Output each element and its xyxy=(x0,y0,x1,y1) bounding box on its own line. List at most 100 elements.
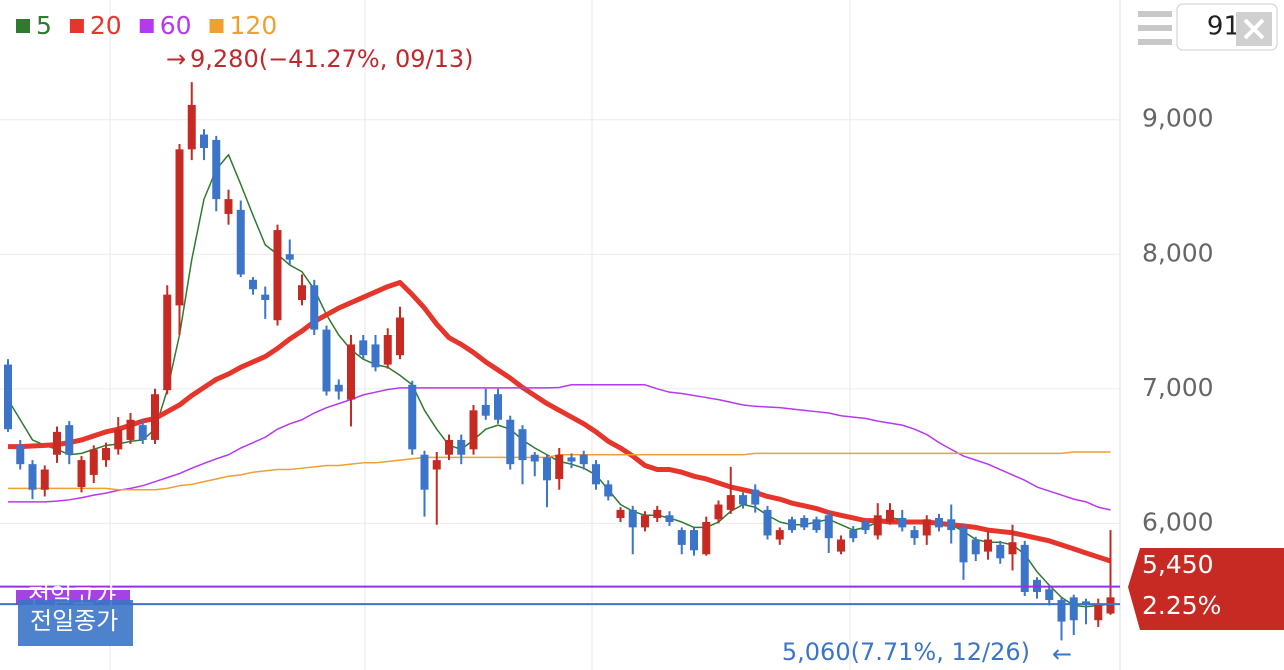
candle-body xyxy=(1057,600,1066,622)
candle-body xyxy=(518,429,527,461)
candle-body xyxy=(1094,604,1103,621)
candle-body xyxy=(126,419,135,440)
candle-body xyxy=(653,509,662,518)
candle-body xyxy=(702,522,711,555)
candle-body xyxy=(996,544,1005,559)
reference-label-bg xyxy=(18,600,133,646)
candle-body xyxy=(163,294,172,391)
low-arrow: ← xyxy=(1052,640,1072,668)
candle-body xyxy=(420,454,429,490)
vertical-grid xyxy=(109,0,1121,670)
candle-body xyxy=(212,139,221,200)
candle-body xyxy=(432,460,441,470)
candle-body xyxy=(89,449,98,475)
candle-body xyxy=(138,425,147,440)
candle-body xyxy=(726,495,735,510)
candles xyxy=(4,82,1115,641)
candle-body xyxy=(151,394,159,440)
legend-label: 5 xyxy=(36,11,52,40)
candle-body xyxy=(530,454,539,462)
candle-body xyxy=(800,517,809,528)
candle-body xyxy=(200,134,208,148)
candle-body xyxy=(788,519,796,531)
candle-body xyxy=(40,469,49,490)
candle-body xyxy=(445,439,453,455)
legend: 5 20 60 120 xyxy=(16,11,277,40)
y-axis: 6,000 7,000 8,000 9,000 xyxy=(1142,104,1214,537)
candle-body xyxy=(224,199,233,214)
candle-body xyxy=(65,425,74,455)
candle-body xyxy=(347,344,355,400)
candle-body xyxy=(322,329,331,392)
candle-body xyxy=(886,509,894,523)
candle-body xyxy=(616,509,625,518)
candle-body xyxy=(1106,597,1115,614)
y-tick-label: 6,000 xyxy=(1142,507,1214,536)
candle-body xyxy=(898,517,907,528)
price-box xyxy=(1128,548,1284,630)
candle-body xyxy=(665,515,674,523)
candle-body xyxy=(249,279,257,290)
candle-body xyxy=(298,285,306,301)
candle-body xyxy=(371,344,380,368)
candle-body xyxy=(359,340,368,356)
candle-body xyxy=(935,517,943,528)
high-arrow: → xyxy=(166,45,186,73)
candle-body xyxy=(114,429,123,450)
price-label: 5,450 xyxy=(1142,550,1214,579)
candle-body xyxy=(28,464,37,490)
y-tick-label: 8,000 xyxy=(1142,238,1214,267)
legend-swatch xyxy=(69,19,84,33)
candle-body xyxy=(16,445,25,465)
menu-bar xyxy=(1138,25,1172,31)
candle-body xyxy=(824,515,833,539)
clear-button[interactable] xyxy=(1236,12,1272,46)
change-label: 2.25% xyxy=(1142,591,1221,620)
candle-body xyxy=(739,495,747,505)
candle-body xyxy=(555,454,564,479)
candle-body xyxy=(310,285,319,330)
candle-body xyxy=(396,317,404,356)
period-value: 91 xyxy=(1207,12,1240,42)
y-tick-label: 9,000 xyxy=(1142,104,1214,133)
candle-body xyxy=(543,457,551,481)
candle-body xyxy=(567,457,576,462)
candle-body xyxy=(494,394,502,420)
legend-swatch xyxy=(139,19,154,33)
candle-body xyxy=(947,519,956,531)
legend-label: 20 xyxy=(90,11,122,40)
candle-body xyxy=(579,454,588,465)
candle-body xyxy=(187,104,196,150)
high-annotation: 9,280(−41.27%, 09/13) xyxy=(190,45,473,73)
candle-body xyxy=(971,539,980,555)
candle-body xyxy=(592,464,600,485)
reference-label: 전일종가 xyxy=(30,607,118,635)
y-tick-label: 7,000 xyxy=(1142,373,1214,402)
low-annotation: 5,060(7.71%, 12/26) xyxy=(782,638,1030,666)
candle-body xyxy=(959,527,968,563)
candle-body xyxy=(261,294,270,301)
candle-body xyxy=(102,448,110,461)
candle-body xyxy=(812,519,821,531)
candle-body xyxy=(53,431,61,455)
candle-body xyxy=(273,230,282,321)
candle-body xyxy=(175,149,184,306)
candle-body xyxy=(285,254,294,260)
menu-button[interactable] xyxy=(1138,11,1172,45)
ma-line xyxy=(8,384,1111,511)
candle-body xyxy=(604,484,613,497)
candle-body xyxy=(984,539,992,552)
candle-body xyxy=(236,209,245,275)
candle-body xyxy=(334,384,343,392)
legend-swatch xyxy=(16,19,30,33)
candle-body xyxy=(775,530,784,540)
clear-icon xyxy=(1243,18,1265,40)
candle-body xyxy=(457,439,466,455)
candle-body xyxy=(628,509,637,528)
candle-body xyxy=(481,404,490,416)
legend-swatch xyxy=(209,19,224,33)
candle-body xyxy=(1020,544,1029,592)
